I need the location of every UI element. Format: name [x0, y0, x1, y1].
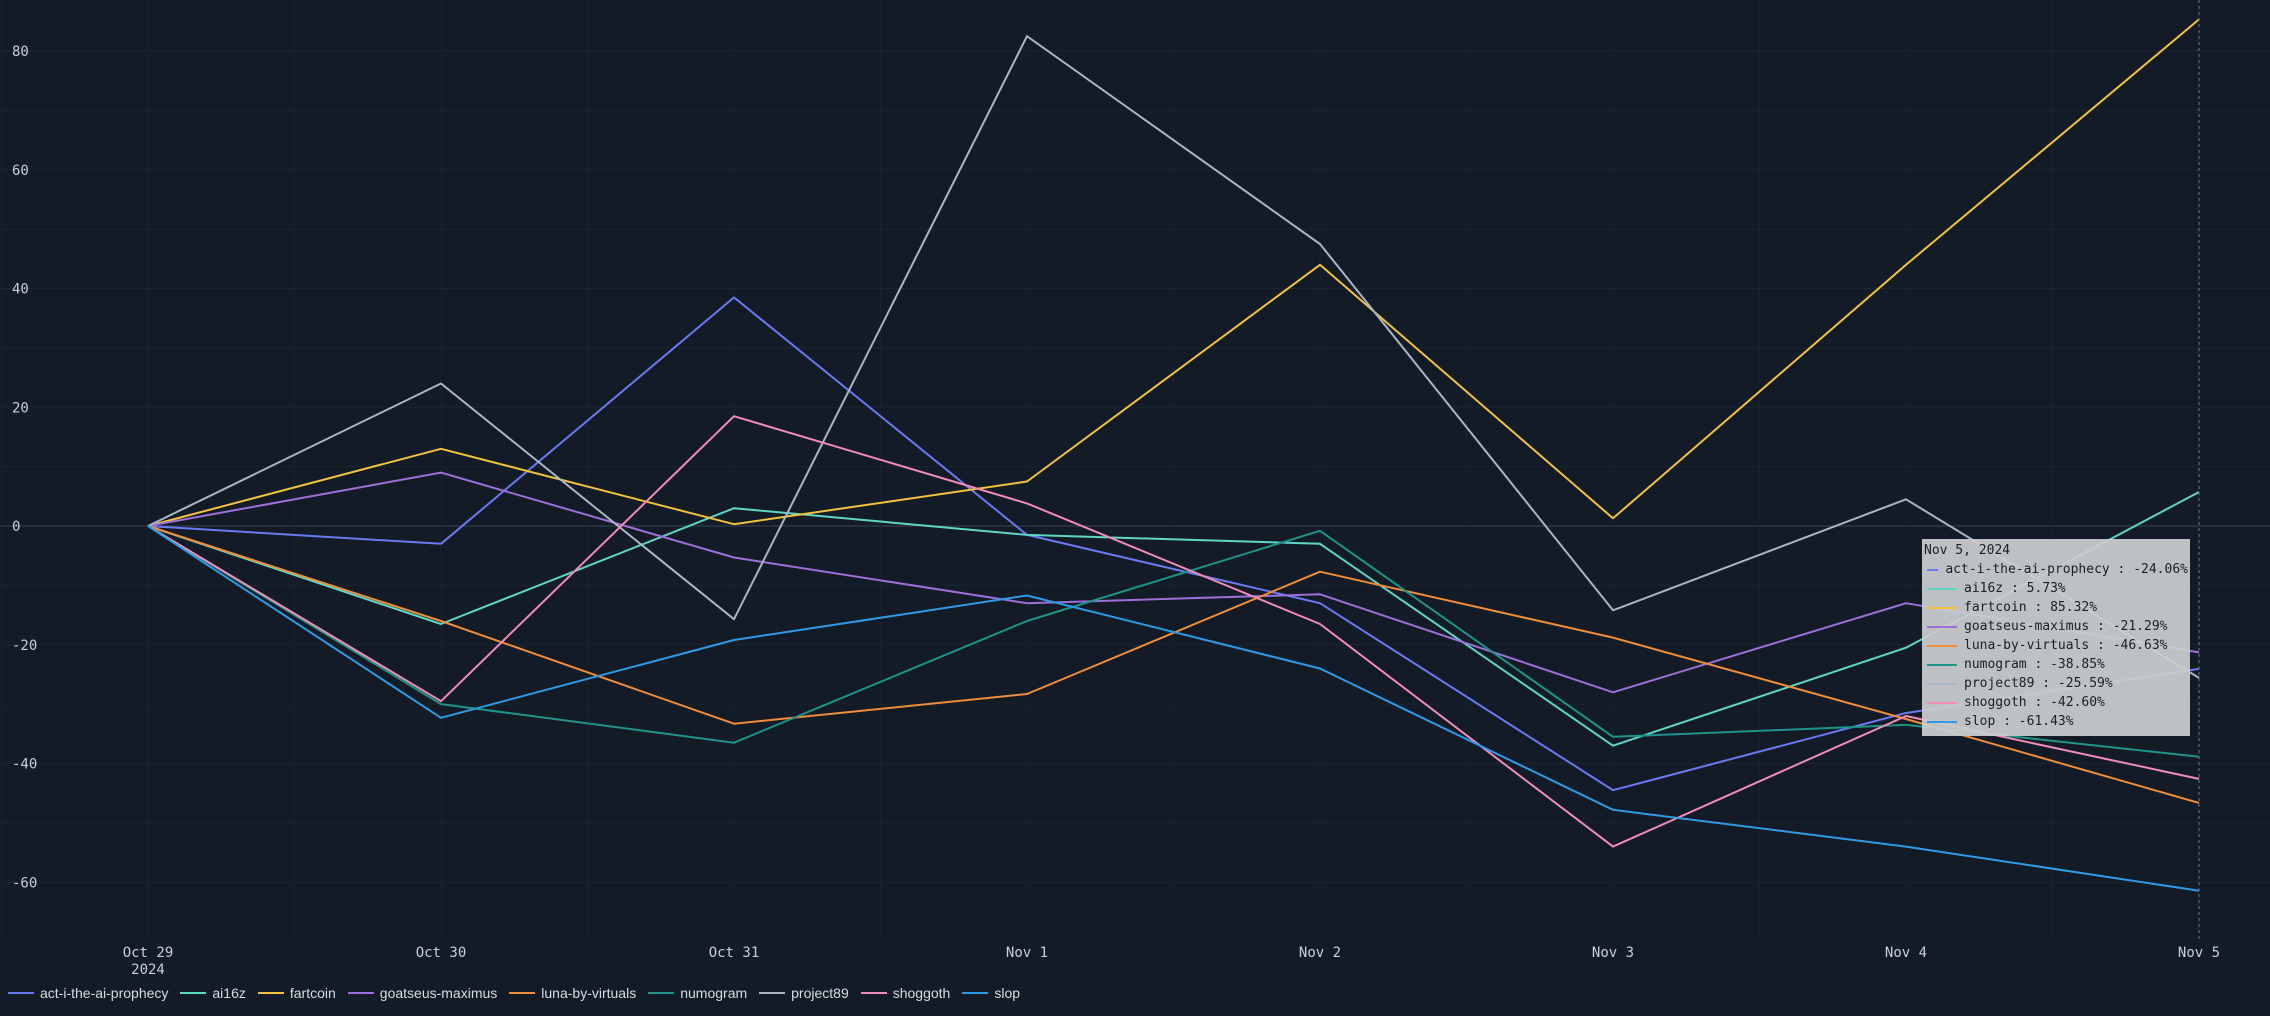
tooltip-row: luna-by-virtuals : -46.63%	[1924, 636, 2188, 655]
series-line	[147, 471, 2200, 694]
tooltip-title: Nov 5, 2024	[1924, 543, 2011, 558]
x-tick-label: Nov 3	[1592, 945, 1634, 961]
x-tick-label: Oct 30	[416, 945, 467, 961]
x-tick-sublabel: 2024	[131, 962, 165, 978]
legend-item[interactable]: fartcoin	[257, 985, 336, 1001]
legend-label: project89	[791, 985, 849, 1001]
y-tick-label: -60	[12, 875, 37, 891]
tooltip-row-label: luna-by-virtuals : -46.63%	[1964, 638, 2168, 653]
tooltip-row: project89 : -25.59%	[1924, 674, 2188, 693]
series-line	[147, 525, 2200, 892]
legend-swatch	[257, 992, 284, 994]
y-tick-label: 0	[12, 519, 20, 535]
y-tick-label: 40	[12, 282, 29, 298]
tooltip-row-label: shoggoth : -42.60%	[1964, 695, 2105, 710]
series-line	[147, 525, 2200, 758]
tooltip-row-label: goatseus-maximus : -21.29%	[1964, 619, 2168, 634]
series-lines	[147, 18, 2200, 892]
legend-item[interactable]: shoggoth	[860, 985, 951, 1001]
legend-label: goatseus-maximus	[379, 985, 498, 1001]
legend-swatch	[759, 992, 786, 994]
legend: act-i-the-ai-prophecy ai16z fartcoin goatse…	[8, 985, 1032, 1001]
tooltip-row: slop : -61.43%	[1924, 712, 2188, 731]
legend-item[interactable]: numogram	[648, 985, 747, 1001]
tooltip-row: act-i-the-ai-prophecy : -24.06%	[1924, 560, 2188, 579]
legend-swatch	[180, 992, 207, 994]
tooltip-swatch	[1927, 682, 1957, 685]
legend-item[interactable]: goatseus-maximus	[347, 985, 498, 1001]
legend-swatch	[860, 992, 887, 994]
tooltip-swatch	[1927, 568, 1939, 571]
legend-swatch	[648, 992, 675, 994]
series-line	[147, 18, 2200, 527]
tooltip-row: fartcoin : 85.32%	[1924, 598, 2188, 617]
legend-item[interactable]: act-i-the-ai-prophecy	[8, 985, 168, 1001]
y-tick-label: 20	[12, 400, 29, 416]
legend-swatch	[509, 992, 536, 994]
legend-label: luna-by-virtuals	[541, 985, 637, 1001]
tooltip-swatch	[1927, 663, 1957, 666]
tooltip-swatch	[1927, 625, 1957, 628]
x-tick-label: Nov 2	[1299, 945, 1341, 961]
legend-label: ai16z	[212, 985, 246, 1001]
y-tick-label: 60	[12, 163, 29, 179]
tooltip: Nov 5, 2024 act-i-the-ai-prophecy : -24.…	[1922, 539, 2190, 736]
tooltip-row-label: act-i-the-ai-prophecy : -24.06%	[1945, 562, 2188, 577]
tooltip-row: ai16z : 5.73%	[1924, 579, 2188, 598]
x-tick-label: Nov 1	[1006, 945, 1048, 961]
legend-label: slop	[994, 985, 1021, 1001]
y-tick-label: 80	[12, 44, 29, 60]
tooltip-swatch	[1927, 587, 1957, 590]
legend-label: numogram	[680, 985, 748, 1001]
x-tick-label: Nov 4	[1885, 945, 1927, 961]
y-tick-label: -20	[12, 638, 37, 654]
x-tick-label: Oct 29	[123, 945, 174, 961]
legend-item[interactable]: slop	[962, 985, 1020, 1001]
tooltip-row: goatseus-maximus : -21.29%	[1924, 617, 2188, 636]
legend-label: shoggoth	[892, 985, 951, 1001]
tooltip-swatch	[1927, 720, 1957, 723]
legend-item[interactable]: project89	[759, 985, 849, 1001]
tooltip-row-label: numogram : -38.85%	[1964, 657, 2105, 672]
tooltip-rows: act-i-the-ai-prophecy : -24.06% ai16z : 5…	[1924, 560, 2188, 731]
legend-swatch	[962, 992, 989, 994]
tooltip-row-label: ai16z : 5.73%	[1964, 581, 2066, 596]
tooltip-swatch	[1927, 644, 1957, 647]
series-line	[147, 296, 2200, 792]
tooltip-row-label: slop : -61.43%	[1964, 714, 2074, 729]
y-tick-label: -40	[12, 757, 37, 773]
x-tick-label: Oct 31	[709, 945, 760, 961]
legend-label: fartcoin	[289, 985, 336, 1001]
x-tick-label: Nov 5	[2178, 945, 2220, 961]
grid	[0, 525, 2270, 527]
series-line	[147, 415, 2200, 848]
series-line	[147, 35, 2200, 679]
legend-item[interactable]: ai16z	[180, 985, 246, 1001]
tooltip-row-label: fartcoin : 85.32%	[1964, 600, 2098, 615]
legend-swatch	[8, 992, 34, 994]
tooltip-row-label: project89 : -25.59%	[1964, 676, 2113, 691]
legend-label: act-i-the-ai-prophecy	[40, 985, 169, 1001]
legend-swatch	[347, 992, 374, 994]
tooltip-swatch	[1927, 701, 1957, 704]
tooltip-row: numogram : -38.85%	[1924, 655, 2188, 674]
tooltip-row: shoggoth : -42.60%	[1924, 693, 2188, 712]
tooltip-swatch	[1927, 606, 1957, 609]
legend-item[interactable]: luna-by-virtuals	[509, 985, 636, 1001]
series-line	[147, 491, 2200, 747]
